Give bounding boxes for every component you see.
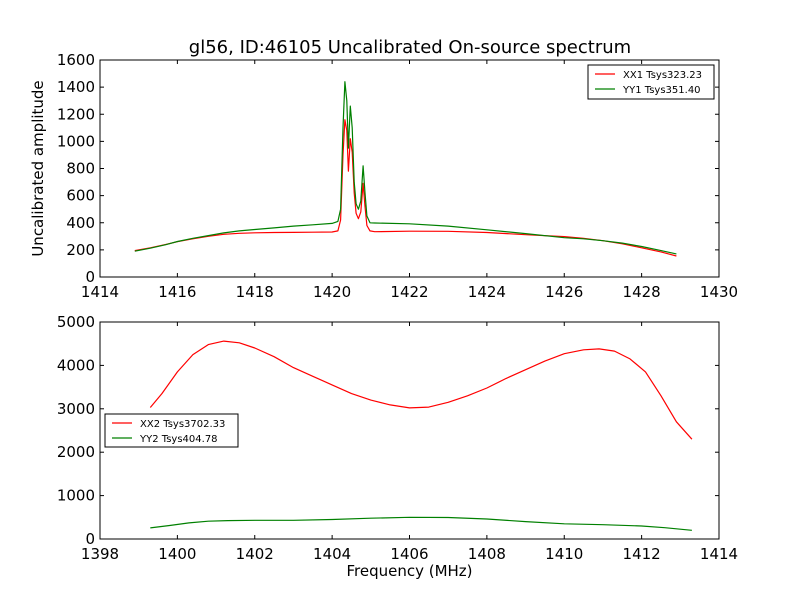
top-spectrum-panel: 1414 1416 1418 1420 1422 1424 1426 1428 1430 0 200…: [29, 51, 738, 301]
y-tick-label: 4000: [57, 356, 95, 374]
y-tick-label: 1400: [57, 78, 95, 96]
x-tick-label: 1400: [158, 545, 196, 563]
y-tick-label: 1000: [57, 132, 95, 150]
y-tick-label: 5000: [57, 313, 95, 331]
y-tick-label: 600: [66, 187, 95, 205]
x-tick-label: 1406: [390, 545, 428, 563]
x-tick-label: 1414: [700, 545, 738, 563]
series-line-yy: [150, 516, 692, 531]
x-tick-label: 1414: [81, 283, 119, 301]
x-tick-label: 1426: [545, 283, 583, 301]
x-tick-label: 1420: [313, 283, 351, 301]
legend: XX2 Tsys3702.33 YY2 Tsys404.78: [104, 413, 239, 448]
y-tick-label: 1000: [57, 487, 95, 505]
x-tick-label: 1422: [390, 283, 428, 301]
y-tick-label: 2000: [57, 443, 95, 461]
y-tick-label: 200: [66, 241, 95, 259]
x-tick-label: 1430: [700, 283, 738, 301]
legend-label: XX2 Tsys3702.33: [140, 419, 225, 430]
x-tick-label: 1424: [468, 283, 506, 301]
legend-box: [104, 413, 239, 448]
chart-title: gl56, ID:46105 Uncalibrated On-source sp…: [189, 37, 631, 58]
legend-label: YY1 Tsys351.40: [622, 85, 701, 96]
bottom-spectrum-panel: 1398 1400 1402 1404 1406 1408 1410 1412 1414 0 100…: [57, 313, 738, 580]
y-tick-label: 0: [85, 268, 95, 286]
series-line-yy: [134, 81, 677, 255]
x-tick-label: 1412: [623, 545, 661, 563]
y-tick-label: 1600: [57, 51, 95, 69]
y-axis-label: Uncalibrated amplitude: [29, 80, 47, 256]
x-tick-label: 1428: [623, 283, 661, 301]
x-tick-label: 1418: [236, 283, 274, 301]
y-tick-label: 1200: [57, 105, 95, 123]
legend-label: XX1 Tsys323.23: [623, 70, 702, 81]
x-tick-label: 1404: [313, 545, 351, 563]
x-tick-label: 1408: [468, 545, 506, 563]
y-tick-label: 800: [66, 160, 95, 178]
y-tick-label: 3000: [57, 400, 95, 418]
legend-box: [587, 64, 715, 100]
y-tick-label: 0: [85, 530, 95, 548]
series-line-xx: [149, 340, 693, 440]
y-tick-label: 400: [66, 214, 95, 232]
x-tick-label: 1398: [81, 545, 119, 563]
legend: XX1 Tsys323.23 YY1 Tsys351.40: [587, 64, 715, 100]
x-tick-label: 1416: [158, 283, 196, 301]
legend-label: YY2 Tsys404.78: [139, 434, 218, 445]
x-axis-label: Frequency (MHz): [346, 562, 472, 580]
x-tick-label: 1410: [545, 545, 583, 563]
x-tick-label: 1402: [236, 545, 274, 563]
